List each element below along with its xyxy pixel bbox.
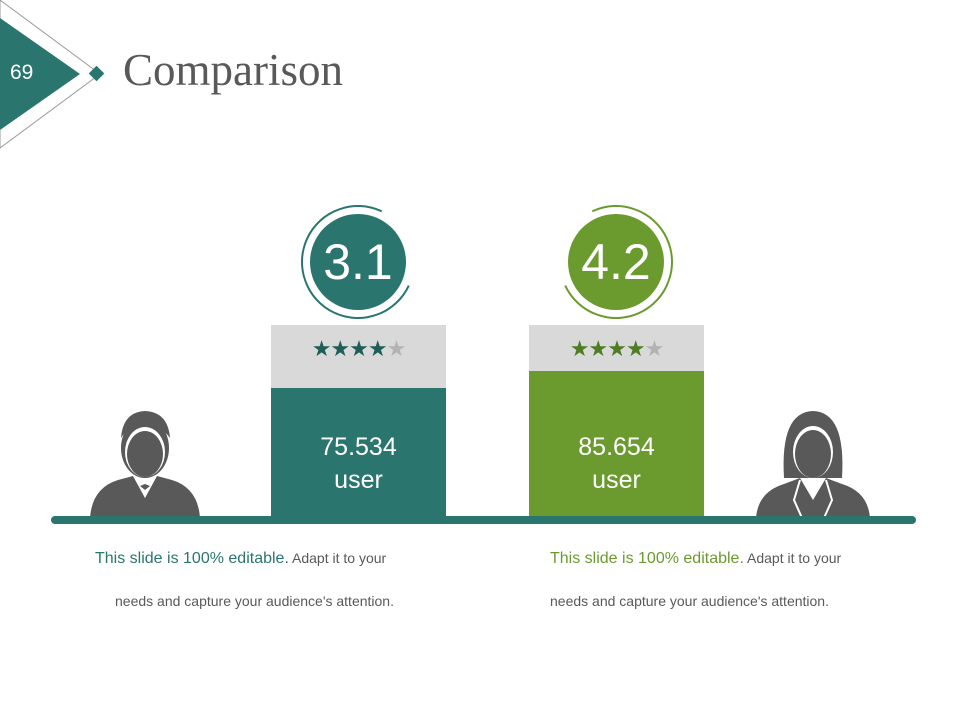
description-line: This slide is 100% editable. Adapt it to… (95, 550, 386, 568)
description-line: This slide is 100% editable. Adapt it to… (550, 550, 841, 568)
description-line2: needs and capture your audience's attent… (115, 593, 394, 609)
page-title: Comparison (123, 45, 343, 95)
value-bar: 75.534 user (271, 388, 446, 518)
description-text: Adapt it to your (743, 550, 842, 566)
value: 85.654 (578, 433, 655, 461)
rating-panel: ★★★★★ (271, 325, 446, 388)
description-text: Adapt it to your (288, 550, 387, 566)
businessman-icon (90, 411, 200, 518)
star-rating: ★★★★★ (569, 336, 665, 361)
value-bar: 85.654 user (529, 371, 704, 518)
diamond-icon (88, 65, 105, 82)
description-highlight: This slide is 100% editable. (550, 550, 744, 567)
rating-panel: ★★★★★ (529, 325, 704, 371)
score-badge: 3.1 (310, 214, 406, 310)
businesswoman-icon (756, 411, 870, 519)
star-rating: ★★★★★ (311, 336, 407, 361)
score-badge: 4.2 (568, 214, 664, 310)
description-line2: needs and capture your audience's attent… (550, 593, 829, 609)
unit: user (334, 466, 383, 494)
value: 75.534 (320, 433, 397, 461)
slide-number: 69 (10, 61, 34, 84)
slide-number-badge (0, 0, 105, 149)
baseline-bar (51, 516, 916, 524)
unit: user (592, 466, 641, 494)
description-highlight: This slide is 100% editable. (95, 550, 289, 567)
